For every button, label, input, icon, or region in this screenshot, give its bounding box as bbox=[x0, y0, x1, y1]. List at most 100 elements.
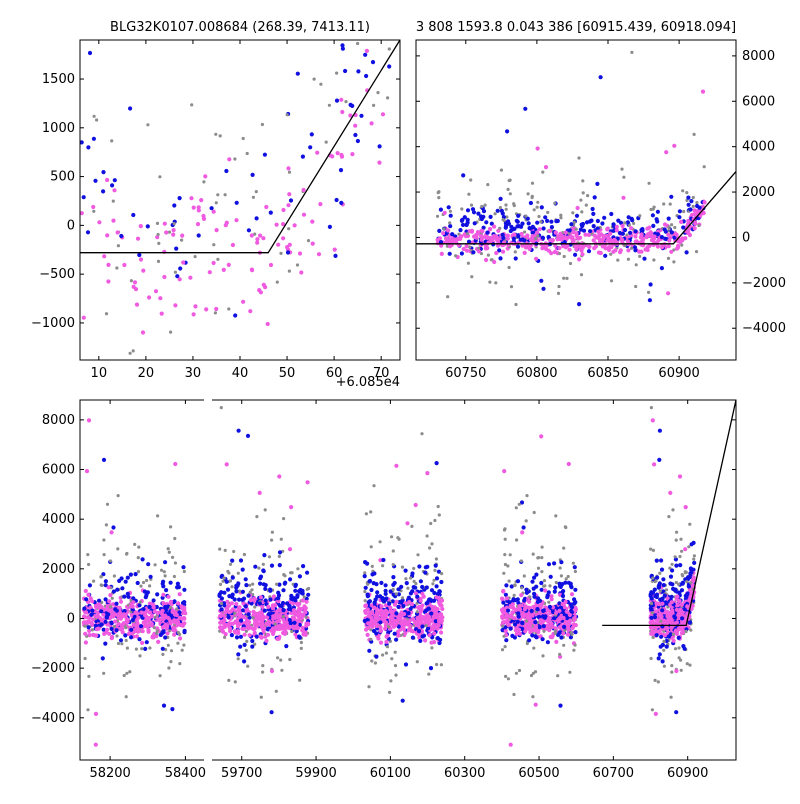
data-point-magenta bbox=[134, 634, 139, 639]
data-point-blue bbox=[288, 577, 293, 582]
data-point-magenta bbox=[700, 89, 706, 94]
data-point-magenta bbox=[318, 202, 323, 207]
data-point-gray bbox=[242, 552, 246, 557]
data-point-gray bbox=[253, 642, 257, 646]
data-point-blue bbox=[132, 614, 137, 620]
x-tick-label: 60900 bbox=[658, 366, 699, 381]
data-point-magenta bbox=[431, 615, 437, 620]
data-point-magenta bbox=[677, 599, 682, 604]
data-point-gray bbox=[158, 175, 162, 179]
data-point-magenta bbox=[207, 270, 212, 275]
data-point-magenta bbox=[178, 636, 183, 641]
data-point-magenta bbox=[175, 619, 181, 625]
data-point-gray bbox=[489, 258, 493, 262]
data-point-blue bbox=[481, 225, 486, 230]
data-point-gray bbox=[124, 695, 128, 699]
data-point-blue bbox=[569, 605, 575, 610]
data-point-magenta bbox=[79, 211, 84, 216]
data-point-magenta bbox=[419, 629, 424, 634]
data-point-gray bbox=[410, 524, 414, 529]
data-point-gray bbox=[548, 584, 552, 588]
data-point-blue bbox=[588, 229, 593, 234]
data-point-gray bbox=[287, 269, 291, 273]
data-point-gray bbox=[581, 179, 585, 183]
data-point-magenta bbox=[277, 474, 282, 479]
data-point-gray bbox=[691, 204, 695, 208]
data-point-magenta bbox=[423, 638, 428, 643]
data-point-gray bbox=[546, 210, 550, 214]
data-point-magenta bbox=[395, 620, 400, 625]
data-point-gray bbox=[166, 547, 170, 551]
data-point-magenta bbox=[81, 315, 86, 320]
data-point-gray bbox=[246, 664, 250, 668]
data-point-blue bbox=[85, 230, 91, 235]
data-point-gray bbox=[124, 638, 128, 643]
data-point-blue bbox=[520, 221, 525, 226]
data-point-magenta bbox=[118, 611, 123, 616]
data-point-blue bbox=[82, 606, 87, 611]
data-point-blue bbox=[504, 638, 509, 643]
data-point-blue bbox=[660, 642, 666, 648]
data-point-gray bbox=[219, 406, 223, 410]
data-point-blue bbox=[428, 666, 434, 671]
data-point-gray bbox=[128, 351, 132, 355]
data-point-magenta bbox=[136, 615, 141, 620]
data-point-blue bbox=[277, 582, 282, 587]
data-point-blue bbox=[471, 250, 476, 255]
data-point-blue bbox=[592, 195, 597, 200]
data-point-blue bbox=[244, 583, 249, 588]
data-point-gray bbox=[306, 239, 311, 243]
data-point-magenta bbox=[369, 121, 374, 126]
data-point-blue bbox=[680, 616, 685, 621]
data-point-magenta bbox=[523, 624, 528, 629]
data-point-gray bbox=[253, 605, 257, 609]
data-point-gray bbox=[442, 227, 446, 231]
data-point-blue bbox=[516, 611, 521, 616]
y-tick-label: 1000 bbox=[42, 121, 75, 136]
data-point-gray bbox=[662, 202, 666, 206]
data-point-gray bbox=[230, 585, 234, 589]
data-point-gray bbox=[400, 596, 405, 600]
data-point-magenta bbox=[522, 607, 528, 612]
data-point-gray bbox=[673, 647, 678, 651]
data-point-blue bbox=[497, 248, 502, 253]
data-point-gray bbox=[279, 658, 283, 662]
data-point-magenta bbox=[398, 627, 403, 632]
data-point-magenta bbox=[110, 634, 115, 640]
data-point-magenta bbox=[656, 612, 661, 617]
data-point-blue bbox=[164, 588, 169, 593]
data-point-blue bbox=[687, 575, 692, 580]
data-point-magenta bbox=[413, 591, 418, 596]
data-point-blue bbox=[103, 641, 108, 646]
data-point-gray bbox=[580, 210, 584, 214]
data-point-magenta bbox=[494, 250, 499, 256]
data-point-blue bbox=[110, 183, 115, 188]
data-point-magenta bbox=[290, 615, 296, 620]
data-point-blue bbox=[600, 221, 605, 226]
data-point-blue bbox=[384, 596, 389, 601]
data-point-blue bbox=[657, 457, 662, 462]
data-point-magenta bbox=[442, 210, 447, 215]
data-point-gray bbox=[532, 208, 536, 212]
data-point-gray bbox=[659, 619, 663, 623]
data-point-blue bbox=[546, 562, 552, 567]
data-point-magenta bbox=[223, 223, 228, 228]
data-point-blue bbox=[532, 575, 537, 580]
y-tick-label: 0 bbox=[67, 218, 75, 233]
data-point-gray bbox=[515, 538, 519, 542]
data-point-gray bbox=[389, 679, 393, 683]
data-point-gray bbox=[139, 584, 143, 588]
data-point-magenta bbox=[255, 240, 260, 245]
data-point-magenta bbox=[608, 231, 613, 236]
data-point-magenta bbox=[394, 463, 399, 468]
data-point-magenta bbox=[430, 604, 435, 609]
data-point-gray bbox=[692, 554, 697, 558]
data-point-magenta bbox=[603, 246, 608, 251]
data-point-blue bbox=[175, 274, 180, 279]
data-point-magenta bbox=[675, 629, 680, 634]
data-point-magenta bbox=[268, 262, 274, 268]
data-point-blue bbox=[512, 622, 518, 627]
data-point-gray bbox=[542, 584, 546, 588]
data-point-magenta bbox=[151, 605, 156, 610]
data-point-blue bbox=[404, 581, 409, 586]
